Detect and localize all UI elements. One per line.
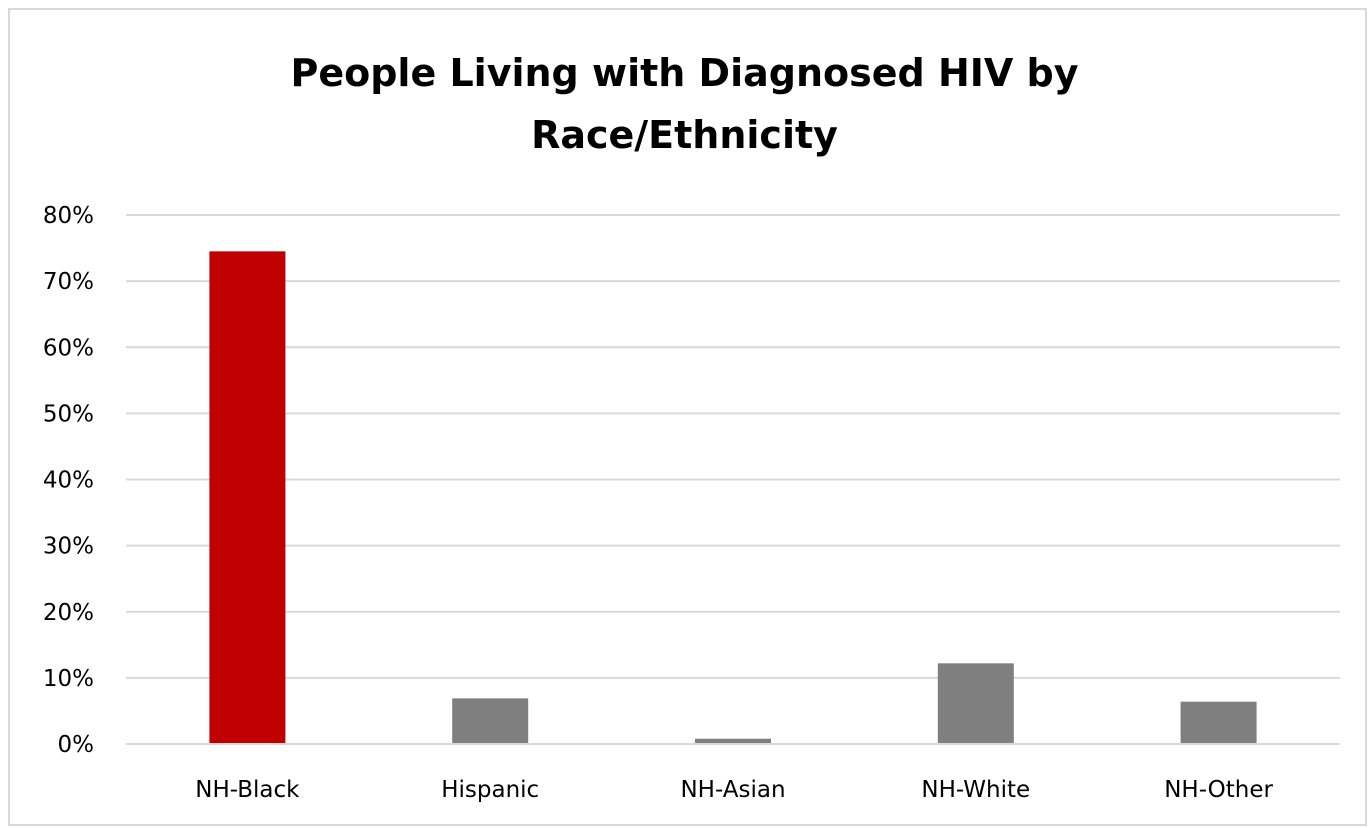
bar-nh-black bbox=[209, 251, 286, 744]
chart-title: People Living with Diagnosed HIV by Race… bbox=[0, 42, 1369, 166]
x-category-label: NH-White bbox=[921, 777, 1030, 803]
y-tick-label: 50% bbox=[43, 401, 94, 427]
y-tick-label: 20% bbox=[43, 600, 94, 626]
bar-hispanic bbox=[452, 698, 529, 744]
x-category-label: NH-Other bbox=[1164, 777, 1273, 803]
chart-title-line-2: Race/Ethnicity bbox=[531, 113, 838, 157]
y-tick-label: 30% bbox=[43, 534, 94, 560]
y-tick-label: 10% bbox=[43, 666, 94, 692]
y-tick-label: 60% bbox=[43, 335, 94, 361]
x-category-label: NH-Black bbox=[195, 777, 300, 803]
x-category-label: NH-Asian bbox=[680, 777, 785, 803]
chart-title-line-1: People Living with Diagnosed HIV by bbox=[290, 51, 1079, 95]
x-category-label: Hispanic bbox=[441, 777, 539, 803]
bars bbox=[209, 251, 1257, 744]
gridlines bbox=[126, 214, 1340, 679]
y-axis-tick-labels: 0% 10% 20% 30% 40% 50% 60% 70% 80% bbox=[43, 203, 94, 758]
bar-nh-asian bbox=[695, 738, 771, 744]
y-tick-label: 40% bbox=[43, 468, 94, 494]
bar-nh-white bbox=[937, 663, 1014, 744]
y-tick-label: 80% bbox=[43, 203, 94, 229]
x-axis-category-labels: NH-Black Hispanic NH-Asian NH-White NH-Other bbox=[195, 777, 1273, 803]
bar-nh-other bbox=[1180, 701, 1257, 744]
y-tick-label: 0% bbox=[58, 732, 95, 758]
y-tick-label: 70% bbox=[43, 269, 94, 295]
